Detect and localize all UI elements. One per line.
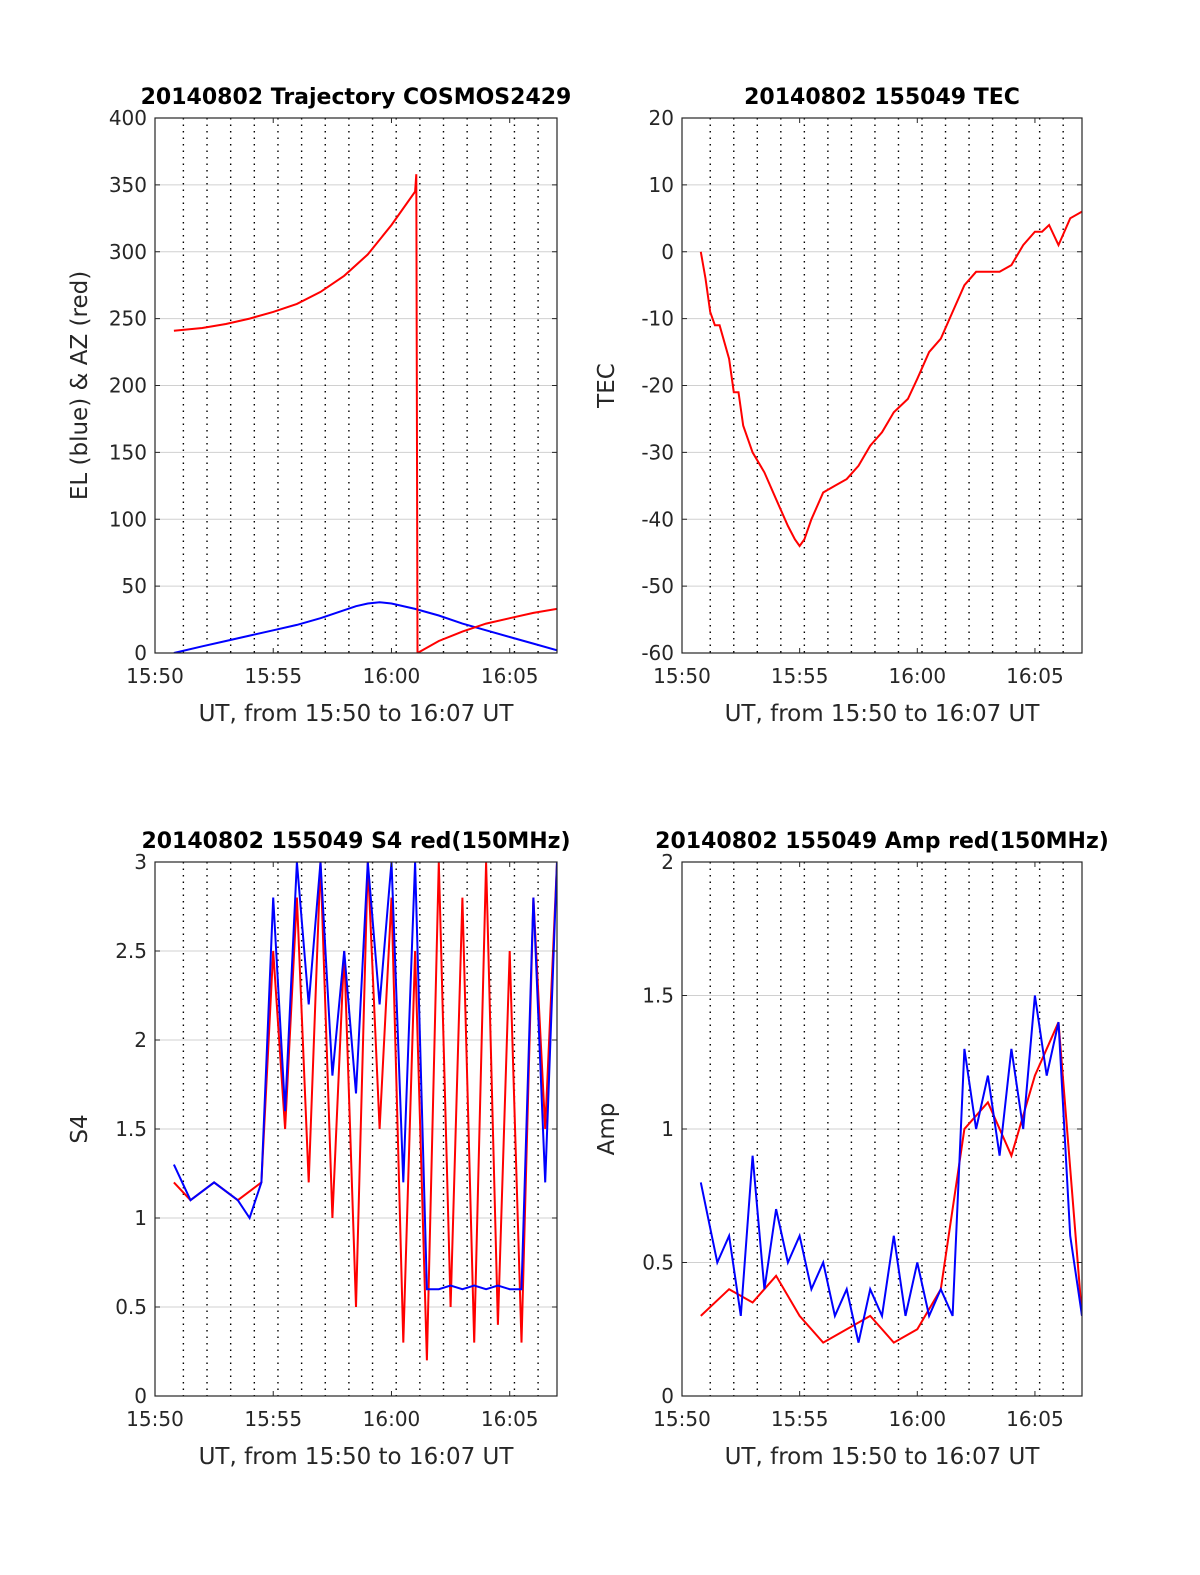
chart-title: 20140802 155049 TEC — [744, 85, 1020, 110]
y-tick-label: 0 — [134, 641, 147, 665]
y-tick-label: 2 — [134, 1028, 147, 1052]
y-tick-label: -30 — [641, 440, 674, 464]
y-tick-label: -40 — [641, 507, 674, 531]
y-tick-label: -60 — [641, 641, 674, 665]
x-tick-label: 16:05 — [1006, 664, 1064, 688]
y-tick-label: 0.5 — [642, 1251, 674, 1275]
chart-title: 20140802 155049 S4 red(150MHz) — [141, 829, 570, 854]
x-axis-label: UT, from 15:50 to 16:07 UT — [199, 701, 515, 727]
y-axis-label: EL (blue) & AZ (red) — [67, 271, 93, 500]
y-tick-label: 150 — [109, 440, 147, 464]
chart-2: -60 -50 -40 -30 -20 -10 0 10 20 15:50 15:55 16:00 16… — [594, 85, 1083, 727]
y-tick-label: 200 — [109, 374, 147, 398]
x-tick-label: 15:50 — [126, 1407, 184, 1431]
x-tick-label: 16:00 — [363, 1407, 421, 1431]
x-tick-label: 15:55 — [244, 664, 302, 688]
y-tick-label: 3 — [134, 850, 147, 874]
y-axis-label: Amp — [594, 1103, 620, 1156]
y-tick-label: 2.5 — [115, 939, 147, 963]
x-tick-label: 16:00 — [888, 664, 946, 688]
series-blue-line — [699, 995, 1082, 1343]
y-tick-label: 300 — [109, 240, 147, 264]
chart-4: 0 0.5 1 1.5 2 15:50 15:55 16:00 16:05 20140802 15… — [594, 829, 1109, 1470]
x-tick-label: 15:55 — [244, 1407, 302, 1431]
y-axis-label: S4 — [67, 1114, 93, 1143]
x-tick-label: 16:05 — [481, 1407, 539, 1431]
y-tick-label: 1.5 — [115, 1117, 147, 1141]
series-elblue-line — [173, 601, 557, 653]
x-axis-label: UT, from 15:50 to 16:07 UT — [199, 1444, 515, 1470]
y-tick-label: -50 — [641, 574, 674, 598]
y-tick-label: 1.5 — [642, 984, 674, 1008]
y-tick-label: 50 — [122, 574, 147, 598]
series-tec-line — [699, 210, 1082, 548]
y-tick-label: 0 — [134, 1384, 147, 1408]
x-axis-label: UT, from 15:50 to 16:07 UT — [725, 701, 1041, 727]
y-tick-label: -20 — [641, 374, 674, 398]
series-azred-line — [173, 174, 557, 653]
y-tick-label: 400 — [109, 106, 147, 130]
x-tick-label: 15:50 — [653, 664, 711, 688]
x-tick-label: 16:05 — [481, 664, 539, 688]
chart-1: 0 50 100 150 200 250 300 350 400 15:50 15:55 16:00 1… — [67, 85, 571, 727]
y-tick-label: 0.5 — [115, 1295, 147, 1319]
x-tick-label: 16:00 — [363, 664, 421, 688]
y-axis-label: TEC — [594, 363, 620, 409]
series-blue-line — [172, 862, 557, 1291]
x-tick-label: 15:55 — [771, 1407, 829, 1431]
x-tick-label: 15:55 — [771, 664, 829, 688]
series-red-line — [700, 1021, 1082, 1344]
y-tick-label: 350 — [109, 173, 147, 197]
y-tick-label: 10 — [649, 173, 674, 197]
y-tick-label: 2 — [661, 850, 674, 874]
y-tick-label: 1 — [661, 1117, 674, 1141]
x-tick-label: 16:05 — [1006, 1407, 1064, 1431]
x-tick-label: 15:50 — [126, 664, 184, 688]
chart-3: 0 0.5 1 1.5 2 2.5 3 15:50 15:55 16:00 16:05 2014080… — [67, 829, 571, 1470]
chart-title: 20140802 Trajectory COSMOS2429 — [141, 85, 572, 110]
x-tick-label: 16:00 — [888, 1407, 946, 1431]
y-tick-label: 0 — [661, 1384, 674, 1408]
y-tick-label: 20 — [649, 106, 674, 130]
y-tick-label: -10 — [641, 307, 674, 331]
y-tick-label: 100 — [109, 507, 147, 531]
y-tick-label: 0 — [661, 240, 674, 264]
x-axis-label: UT, from 15:50 to 16:07 UT — [725, 1444, 1041, 1470]
series-red-line — [173, 862, 557, 1361]
chart-title: 20140802 155049 Amp red(150MHz) — [655, 829, 1109, 854]
y-tick-label: 1 — [134, 1206, 147, 1230]
x-tick-label: 15:50 — [653, 1407, 711, 1431]
y-tick-label: 250 — [109, 307, 147, 331]
